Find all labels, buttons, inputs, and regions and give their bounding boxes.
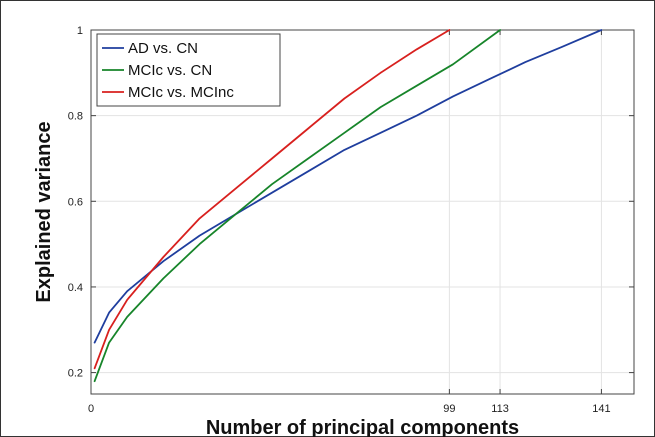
legend-box [96, 33, 281, 107]
legend-label: AD vs. CN [128, 40, 198, 57]
legend-label: MCIc vs. CN [128, 62, 212, 79]
series-line-2 [93, 29, 501, 383]
y-tick-label: 0.8 [68, 111, 83, 123]
x-tick-label: 113 [491, 403, 509, 415]
axes-box [90, 29, 635, 395]
y-axis-title: Explained variance [33, 121, 55, 302]
legend-label: MCIc vs. MCInc [128, 84, 234, 101]
y-tick-label: 0.2 [68, 368, 83, 380]
x-tick-label: 141 [592, 403, 610, 415]
x-tick-label: 0 [88, 403, 94, 415]
series-line-3 [93, 29, 451, 370]
y-tick-label: 0.6 [68, 196, 83, 208]
series-line-1 [93, 29, 603, 344]
y-tick-label: 1 [77, 25, 83, 37]
x-tick-label: 99 [443, 403, 455, 415]
x-axis-title: Number of principal components [206, 417, 519, 437]
y-tick-label: 0.4 [68, 282, 83, 294]
